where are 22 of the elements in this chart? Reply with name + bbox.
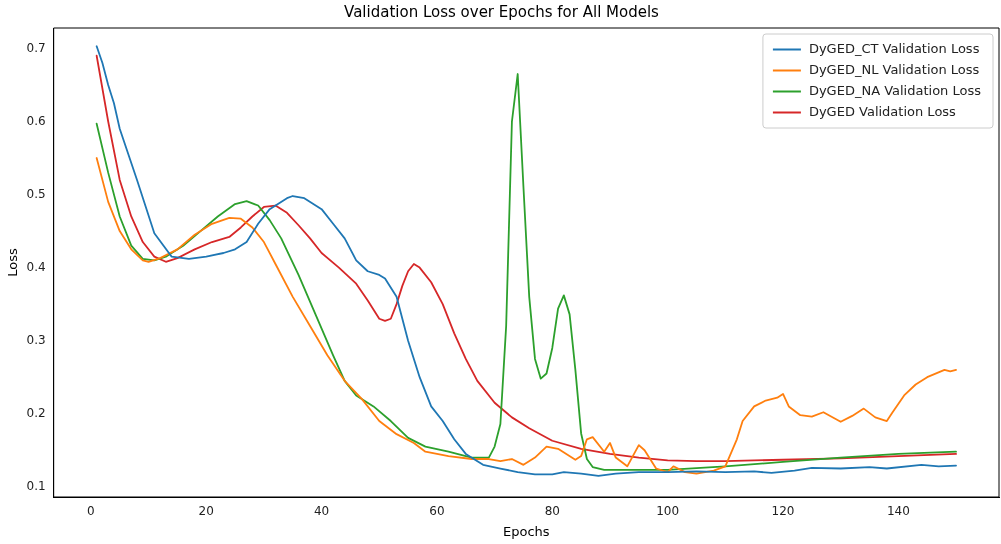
y-tick-label: 0.5	[26, 186, 46, 201]
x-tick-label: 20	[198, 504, 214, 519]
legend-label: DyGED_CT Validation Loss	[808, 40, 980, 56]
x-tick-label: 80	[544, 504, 560, 519]
y-tick-label: 0.6	[26, 113, 46, 128]
y-tick-label: 0.4	[26, 259, 46, 274]
y-tick-label: 0.1	[26, 478, 46, 493]
x-tick-label: 60	[429, 504, 445, 519]
chart-title: Validation Loss over Epochs for All Models	[344, 2, 660, 21]
legend-label: DyGED Validation Loss	[808, 103, 957, 119]
y-axis-title: Loss	[5, 248, 21, 277]
x-tick-label: 100	[656, 504, 680, 519]
x-tick-label: 0	[87, 504, 95, 519]
x-tick-label: 40	[313, 504, 330, 519]
legend-label: DyGED_NL Validation Loss	[808, 61, 980, 77]
x-tick-label: 120	[771, 504, 795, 519]
y-tick-label: 0.3	[26, 332, 46, 347]
y-tick-label: 0.2	[26, 405, 46, 420]
legend-label: DyGED_NA Validation Loss	[808, 82, 982, 98]
x-tick-label: 140	[886, 504, 910, 519]
x-axis-title: Epochs	[503, 523, 550, 539]
y-tick-label: 0.7	[26, 40, 46, 55]
